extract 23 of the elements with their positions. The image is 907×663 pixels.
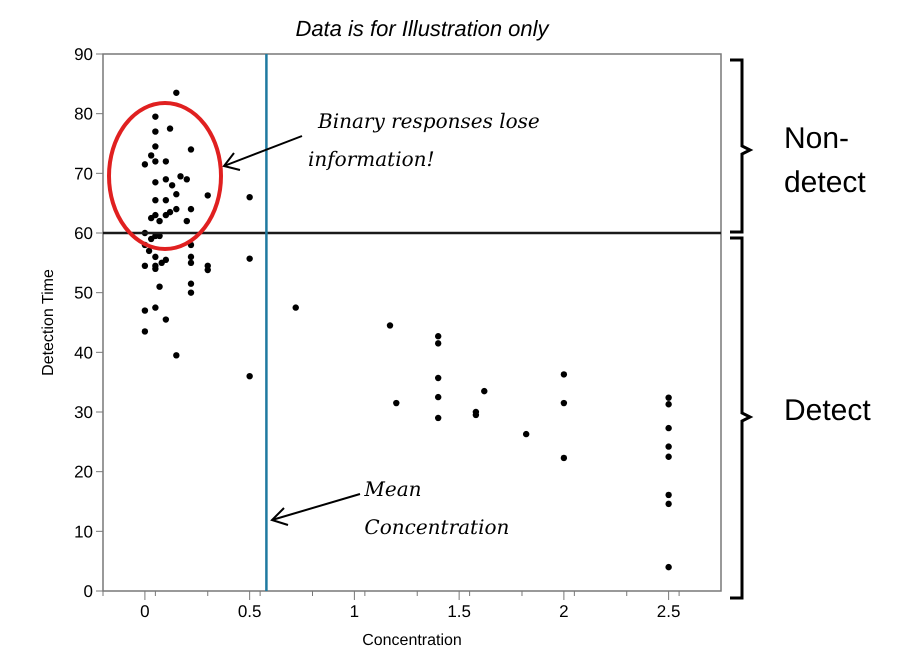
y-tick-label: 10	[74, 522, 93, 542]
y-tick-label: 90	[74, 45, 93, 64]
y-tick-label: 0	[84, 582, 93, 601]
y-tick-label: 40	[74, 343, 93, 362]
y-tick-label: 20	[74, 462, 93, 482]
text: Detect	[784, 394, 872, 427]
x-tick-label: 2	[559, 602, 569, 621]
y-tick-label: 60	[74, 224, 93, 243]
annotation: Binary responses lose information!	[308, 109, 540, 171]
x-tick-label: 0	[140, 602, 150, 621]
ref-line-label: Mean Concentration	[363, 477, 510, 539]
x-tick-label: 0.5	[238, 602, 262, 621]
x-axis-title: Concentration	[362, 632, 462, 649]
y-tick-label: 70	[74, 164, 93, 184]
y-tick-label: 50	[74, 284, 93, 303]
y-tick-label: 80	[74, 104, 93, 124]
y-tick-label: 30	[74, 403, 93, 422]
y-axis-title: Detection Time	[40, 269, 57, 376]
text: Non- detect	[784, 122, 866, 199]
x-tick-label: 2.5	[656, 602, 680, 621]
x-tick-label: 1.5	[447, 602, 471, 621]
chart-title: Data is for Illustration only	[295, 16, 551, 41]
x-tick-label: 1	[350, 602, 360, 621]
